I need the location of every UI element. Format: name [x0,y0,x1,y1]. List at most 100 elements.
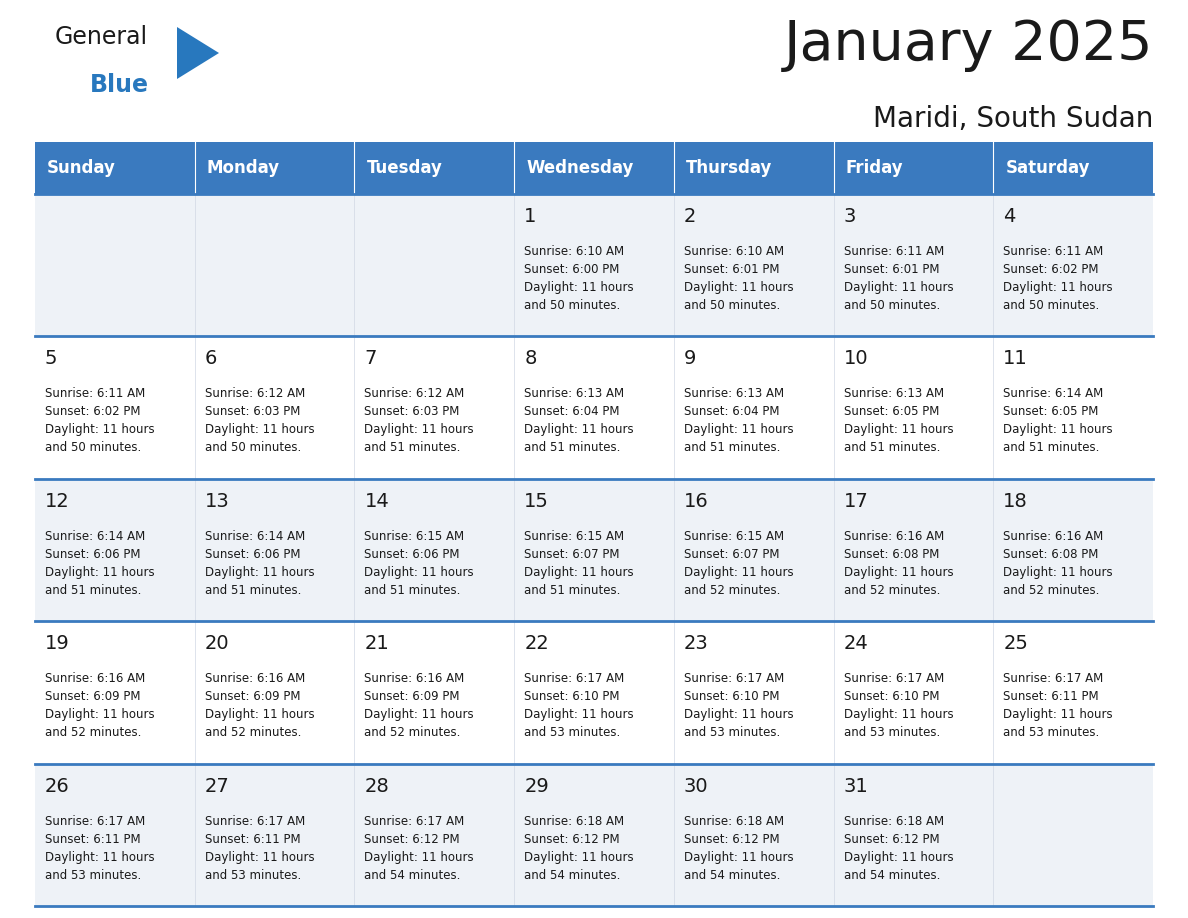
Bar [34,621,195,764]
Text: 22: 22 [524,634,549,654]
Text: Sunrise: 6:17 AM
Sunset: 6:12 PM
Daylight: 11 hours
and 54 minutes.: Sunrise: 6:17 AM Sunset: 6:12 PM Dayligh… [365,814,474,881]
Text: 5: 5 [45,350,57,368]
Text: 3: 3 [843,207,855,226]
Bar [514,621,674,764]
Text: Sunrise: 6:10 AM
Sunset: 6:01 PM
Daylight: 11 hours
and 50 minutes.: Sunrise: 6:10 AM Sunset: 6:01 PM Dayligh… [684,245,794,312]
Text: Sunrise: 6:14 AM
Sunset: 6:06 PM
Daylight: 11 hours
and 51 minutes.: Sunrise: 6:14 AM Sunset: 6:06 PM Dayligh… [45,530,154,597]
Text: Sunrise: 6:11 AM
Sunset: 6:02 PM
Daylight: 11 hours
and 50 minutes.: Sunrise: 6:11 AM Sunset: 6:02 PM Dayligh… [45,387,154,454]
Text: Sunrise: 6:16 AM
Sunset: 6:08 PM
Daylight: 11 hours
and 52 minutes.: Sunrise: 6:16 AM Sunset: 6:08 PM Dayligh… [1004,530,1113,597]
Text: Sunrise: 6:17 AM
Sunset: 6:10 PM
Daylight: 11 hours
and 53 minutes.: Sunrise: 6:17 AM Sunset: 6:10 PM Dayligh… [684,672,794,739]
Bar [195,194,354,336]
Text: 20: 20 [204,634,229,654]
Bar [34,479,195,621]
Text: Wednesday: Wednesday [526,159,633,177]
Text: Sunrise: 6:16 AM
Sunset: 6:09 PM
Daylight: 11 hours
and 52 minutes.: Sunrise: 6:16 AM Sunset: 6:09 PM Dayligh… [365,672,474,739]
Bar [993,194,1154,336]
Bar [514,142,674,194]
Bar [354,621,514,764]
Bar [514,479,674,621]
Text: Sunrise: 6:12 AM
Sunset: 6:03 PM
Daylight: 11 hours
and 51 minutes.: Sunrise: 6:12 AM Sunset: 6:03 PM Dayligh… [365,387,474,454]
Bar [993,336,1154,479]
Text: 24: 24 [843,634,868,654]
Text: 15: 15 [524,492,549,510]
Text: General: General [55,25,148,49]
Bar [834,142,993,194]
Text: Sunrise: 6:15 AM
Sunset: 6:07 PM
Daylight: 11 hours
and 51 minutes.: Sunrise: 6:15 AM Sunset: 6:07 PM Dayligh… [524,530,633,597]
Text: 16: 16 [684,492,708,510]
Text: 9: 9 [684,350,696,368]
Text: 17: 17 [843,492,868,510]
Bar [993,621,1154,764]
Text: 12: 12 [45,492,70,510]
Text: 8: 8 [524,350,537,368]
Bar [834,621,993,764]
Text: 7: 7 [365,350,377,368]
Text: 21: 21 [365,634,390,654]
Bar [674,479,834,621]
Bar [354,336,514,479]
Bar [674,142,834,194]
Bar [834,194,993,336]
Text: Sunrise: 6:16 AM
Sunset: 6:08 PM
Daylight: 11 hours
and 52 minutes.: Sunrise: 6:16 AM Sunset: 6:08 PM Dayligh… [843,530,953,597]
Text: Sunrise: 6:15 AM
Sunset: 6:06 PM
Daylight: 11 hours
and 51 minutes.: Sunrise: 6:15 AM Sunset: 6:06 PM Dayligh… [365,530,474,597]
Bar [834,479,993,621]
Text: 11: 11 [1004,350,1028,368]
Text: Sunrise: 6:17 AM
Sunset: 6:10 PM
Daylight: 11 hours
and 53 minutes.: Sunrise: 6:17 AM Sunset: 6:10 PM Dayligh… [524,672,633,739]
Text: Sunrise: 6:14 AM
Sunset: 6:05 PM
Daylight: 11 hours
and 51 minutes.: Sunrise: 6:14 AM Sunset: 6:05 PM Dayligh… [1004,387,1113,454]
Text: 29: 29 [524,777,549,796]
Text: Sunrise: 6:11 AM
Sunset: 6:01 PM
Daylight: 11 hours
and 50 minutes.: Sunrise: 6:11 AM Sunset: 6:01 PM Dayligh… [843,245,953,312]
Text: Blue: Blue [90,73,148,97]
Bar [993,142,1154,194]
Text: Saturday: Saturday [1005,159,1089,177]
Text: 14: 14 [365,492,390,510]
Bar [674,764,834,906]
Bar [195,621,354,764]
Bar [674,621,834,764]
Text: Sunrise: 6:17 AM
Sunset: 6:11 PM
Daylight: 11 hours
and 53 minutes.: Sunrise: 6:17 AM Sunset: 6:11 PM Dayligh… [204,814,315,881]
Text: Tuesday: Tuesday [366,159,442,177]
Text: Thursday: Thursday [685,159,772,177]
Text: Sunrise: 6:11 AM
Sunset: 6:02 PM
Daylight: 11 hours
and 50 minutes.: Sunrise: 6:11 AM Sunset: 6:02 PM Dayligh… [1004,245,1113,312]
Bar [834,336,993,479]
Text: 23: 23 [684,634,708,654]
Bar [34,764,195,906]
Bar [34,194,195,336]
Text: 31: 31 [843,777,868,796]
Bar [354,479,514,621]
Text: 25: 25 [1004,634,1028,654]
Text: 10: 10 [843,350,868,368]
Text: 4: 4 [1004,207,1016,226]
Text: Sunrise: 6:16 AM
Sunset: 6:09 PM
Daylight: 11 hours
and 52 minutes.: Sunrise: 6:16 AM Sunset: 6:09 PM Dayligh… [204,672,315,739]
Text: Sunrise: 6:13 AM
Sunset: 6:04 PM
Daylight: 11 hours
and 51 minutes.: Sunrise: 6:13 AM Sunset: 6:04 PM Dayligh… [524,387,633,454]
Bar [354,142,514,194]
Text: 2: 2 [684,207,696,226]
Bar [195,336,354,479]
Text: 18: 18 [1004,492,1028,510]
Bar [195,479,354,621]
Text: 13: 13 [204,492,229,510]
Text: 27: 27 [204,777,229,796]
Text: Sunrise: 6:15 AM
Sunset: 6:07 PM
Daylight: 11 hours
and 52 minutes.: Sunrise: 6:15 AM Sunset: 6:07 PM Dayligh… [684,530,794,597]
Text: Sunrise: 6:16 AM
Sunset: 6:09 PM
Daylight: 11 hours
and 52 minutes.: Sunrise: 6:16 AM Sunset: 6:09 PM Dayligh… [45,672,154,739]
Text: Sunday: Sunday [48,159,116,177]
Text: Monday: Monday [207,159,280,177]
Text: Sunrise: 6:17 AM
Sunset: 6:10 PM
Daylight: 11 hours
and 53 minutes.: Sunrise: 6:17 AM Sunset: 6:10 PM Dayligh… [843,672,953,739]
Text: 19: 19 [45,634,70,654]
Bar [195,142,354,194]
Bar [993,764,1154,906]
Bar [993,479,1154,621]
Text: Sunrise: 6:13 AM
Sunset: 6:04 PM
Daylight: 11 hours
and 51 minutes.: Sunrise: 6:13 AM Sunset: 6:04 PM Dayligh… [684,387,794,454]
Text: Sunrise: 6:12 AM
Sunset: 6:03 PM
Daylight: 11 hours
and 50 minutes.: Sunrise: 6:12 AM Sunset: 6:03 PM Dayligh… [204,387,315,454]
Text: Sunrise: 6:18 AM
Sunset: 6:12 PM
Daylight: 11 hours
and 54 minutes.: Sunrise: 6:18 AM Sunset: 6:12 PM Dayligh… [524,814,633,881]
Text: Friday: Friday [846,159,903,177]
Text: Maridi, South Sudan: Maridi, South Sudan [873,105,1154,133]
Text: Sunrise: 6:18 AM
Sunset: 6:12 PM
Daylight: 11 hours
and 54 minutes.: Sunrise: 6:18 AM Sunset: 6:12 PM Dayligh… [843,814,953,881]
Text: 6: 6 [204,350,217,368]
Bar [354,764,514,906]
Text: 30: 30 [684,777,708,796]
Text: Sunrise: 6:18 AM
Sunset: 6:12 PM
Daylight: 11 hours
and 54 minutes.: Sunrise: 6:18 AM Sunset: 6:12 PM Dayligh… [684,814,794,881]
Bar [674,194,834,336]
Text: Sunrise: 6:17 AM
Sunset: 6:11 PM
Daylight: 11 hours
and 53 minutes.: Sunrise: 6:17 AM Sunset: 6:11 PM Dayligh… [45,814,154,881]
Text: Sunrise: 6:13 AM
Sunset: 6:05 PM
Daylight: 11 hours
and 51 minutes.: Sunrise: 6:13 AM Sunset: 6:05 PM Dayligh… [843,387,953,454]
Bar [195,764,354,906]
